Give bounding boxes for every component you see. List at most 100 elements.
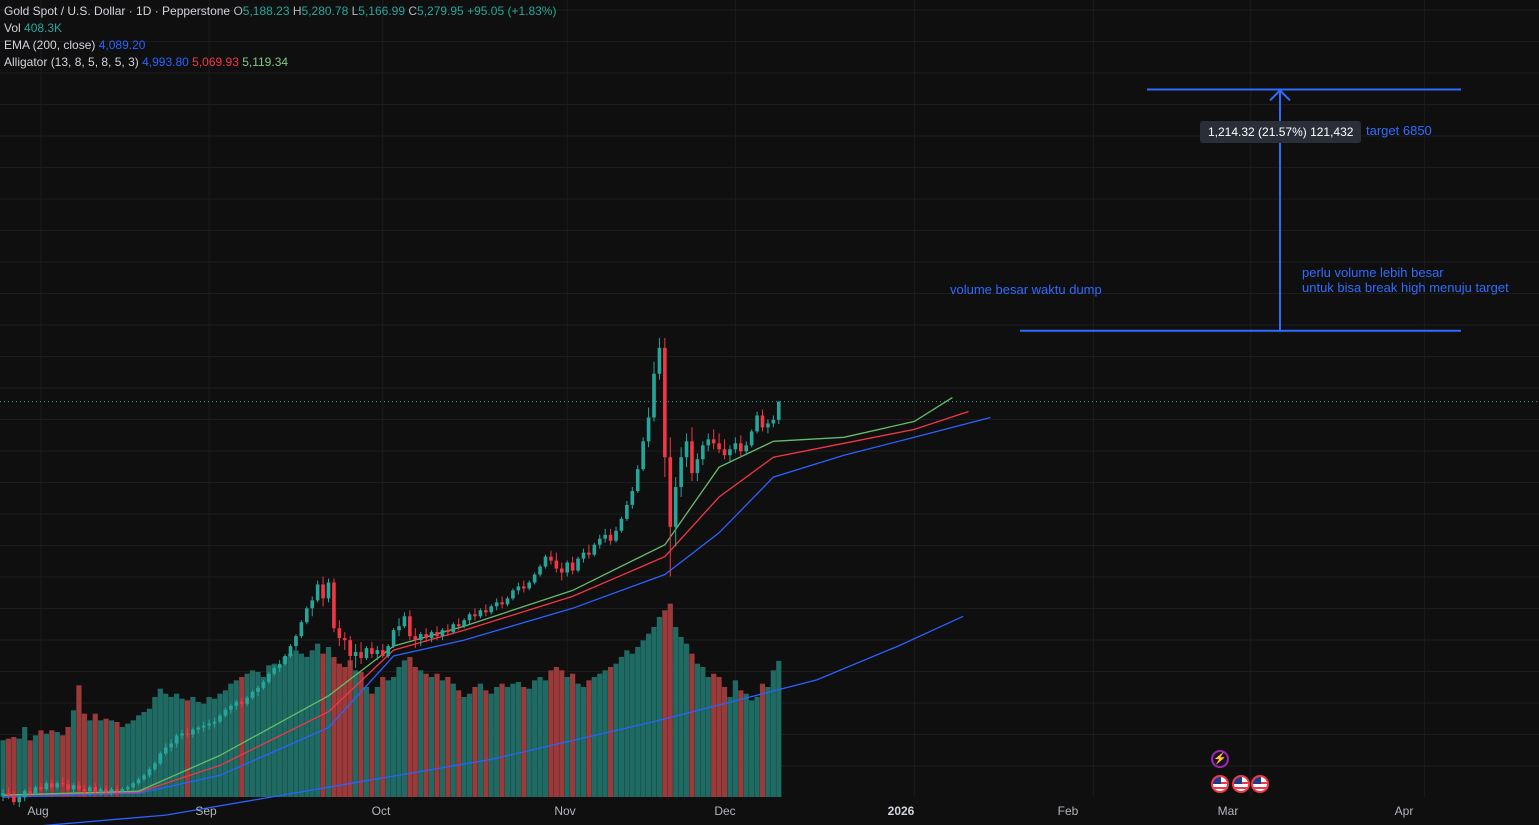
- x-tick-label: 2026: [887, 804, 915, 818]
- us-flag-icon[interactable]: [1232, 775, 1250, 793]
- candle-body: [435, 632, 439, 637]
- x-tick-label: Aug: [27, 804, 49, 818]
- candle-body: [587, 552, 591, 555]
- volume-bar: [325, 647, 332, 797]
- candle-body: [527, 582, 532, 589]
- volume-bar: [49, 730, 55, 797]
- volume-bar: [391, 677, 397, 797]
- volume-bar: [222, 690, 229, 797]
- volume-bar: [667, 603, 673, 797]
- candle-body: [28, 791, 32, 794]
- candle-body: [98, 789, 103, 792]
- ema-label[interactable]: EMA (200, close): [4, 38, 96, 52]
- candle-body: [277, 663, 282, 668]
- volume-legend-row[interactable]: Vol 408.3K: [4, 20, 556, 37]
- volume-bar: [640, 640, 646, 797]
- jaw-value: 4,993.80: [142, 55, 189, 69]
- volume-bar: [271, 663, 277, 797]
- volume-bar: [738, 690, 744, 797]
- candle-body: [158, 753, 163, 764]
- candle-body: [641, 441, 645, 470]
- volume-bar: [315, 643, 321, 797]
- change-value: +95.05 (+1.83%): [467, 4, 557, 18]
- candle-body: [413, 636, 418, 641]
- lightning-icon[interactable]: ⚡: [1211, 750, 1229, 768]
- note-line-1[interactable]: perlu volume lebih besar: [1302, 265, 1444, 280]
- alligator-teeth-line: [2, 410, 969, 796]
- us-flag-icon[interactable]: [1211, 775, 1229, 793]
- volume-bar: [559, 670, 565, 797]
- candle-body: [380, 650, 385, 657]
- candle-body: [608, 534, 613, 541]
- candle-body: [39, 787, 43, 790]
- volume-label[interactable]: Vol: [4, 21, 21, 35]
- volume-bar: [515, 682, 521, 797]
- volume-bar: [157, 688, 163, 797]
- candle-body: [391, 630, 396, 647]
- volume-bar: [70, 710, 77, 797]
- candle-body: [136, 779, 141, 784]
- measure-badge[interactable]: 1,214.32 (21.57%) 121,432: [1200, 121, 1362, 143]
- alligator-label[interactable]: Alligator (13, 8, 5, 8, 5, 3): [4, 55, 139, 69]
- volume-bar: [54, 732, 60, 797]
- symbol-title[interactable]: Gold Spot / U.S. Dollar · 1D · Peppersto…: [4, 4, 231, 18]
- ema-value: 4,089.20: [98, 38, 146, 52]
- candle-body: [33, 787, 38, 794]
- volume-bar: [532, 680, 538, 797]
- volume-bar: [363, 687, 370, 797]
- volume-bar: [195, 702, 201, 797]
- candle-body: [522, 586, 526, 589]
- candle-body: [538, 566, 542, 575]
- time-axis[interactable]: Aug Sep Oct Nov Dec 2026 Feb Mar Apr: [0, 797, 1539, 825]
- candle-body: [256, 687, 260, 692]
- candle-body: [418, 634, 423, 641]
- candle-body: [131, 783, 135, 788]
- candle-body: [505, 598, 510, 605]
- candle-body: [440, 630, 445, 637]
- volume-bar: [16, 738, 22, 797]
- close-value: 5,279.95: [417, 4, 464, 18]
- volume-bar: [602, 670, 608, 797]
- volume-bar: [353, 670, 359, 797]
- volume-bar: [81, 713, 87, 797]
- candle-body: [261, 681, 266, 688]
- volume-bar: [114, 722, 120, 797]
- volume-bar: [0, 740, 6, 797]
- alligator-legend-row[interactable]: Alligator (13, 8, 5, 8, 5, 3) 4,993.80 5…: [4, 54, 556, 71]
- candle-body: [744, 445, 749, 452]
- volume-bar: [683, 643, 690, 797]
- candle-body: [614, 530, 618, 541]
- volume-bar: [32, 735, 39, 797]
- volume-bar: [179, 698, 185, 797]
- ema-legend-row[interactable]: EMA (200, close) 4,089.20: [4, 37, 556, 54]
- volume-bar: [765, 687, 771, 797]
- volume-bar: [87, 720, 93, 797]
- candle-body: [375, 650, 380, 655]
- volume-bar: [749, 700, 755, 797]
- target-label[interactable]: target 6850: [1366, 123, 1432, 138]
- candle-body: [570, 562, 575, 571]
- volume-bar: [309, 650, 315, 797]
- volume-bar: [27, 740, 33, 797]
- candle-body: [321, 584, 325, 599]
- candle-body: [185, 733, 190, 735]
- candle-body: [728, 449, 732, 456]
- candle-body: [191, 729, 195, 735]
- volume-bar: [629, 653, 635, 797]
- candle-body: [50, 783, 54, 788]
- candle-body: [776, 401, 781, 420]
- candle-body: [554, 560, 559, 569]
- candle-body: [337, 628, 342, 639]
- note-line-2[interactable]: untuk bisa break high menuju target: [1302, 280, 1509, 295]
- volume-bar: [721, 687, 728, 797]
- us-flag-icon[interactable]: [1251, 775, 1269, 793]
- symbol-row[interactable]: Gold Spot / U.S. Dollar · 1D · Peppersto…: [4, 3, 556, 20]
- candle-body: [283, 656, 287, 664]
- candle-body: [500, 602, 504, 605]
- volume-note[interactable]: volume besar waktu dump: [950, 282, 1102, 297]
- volume-bar: [369, 693, 375, 797]
- volume-bar: [673, 627, 679, 797]
- candle-body: [695, 459, 700, 474]
- volume-bar: [92, 713, 98, 797]
